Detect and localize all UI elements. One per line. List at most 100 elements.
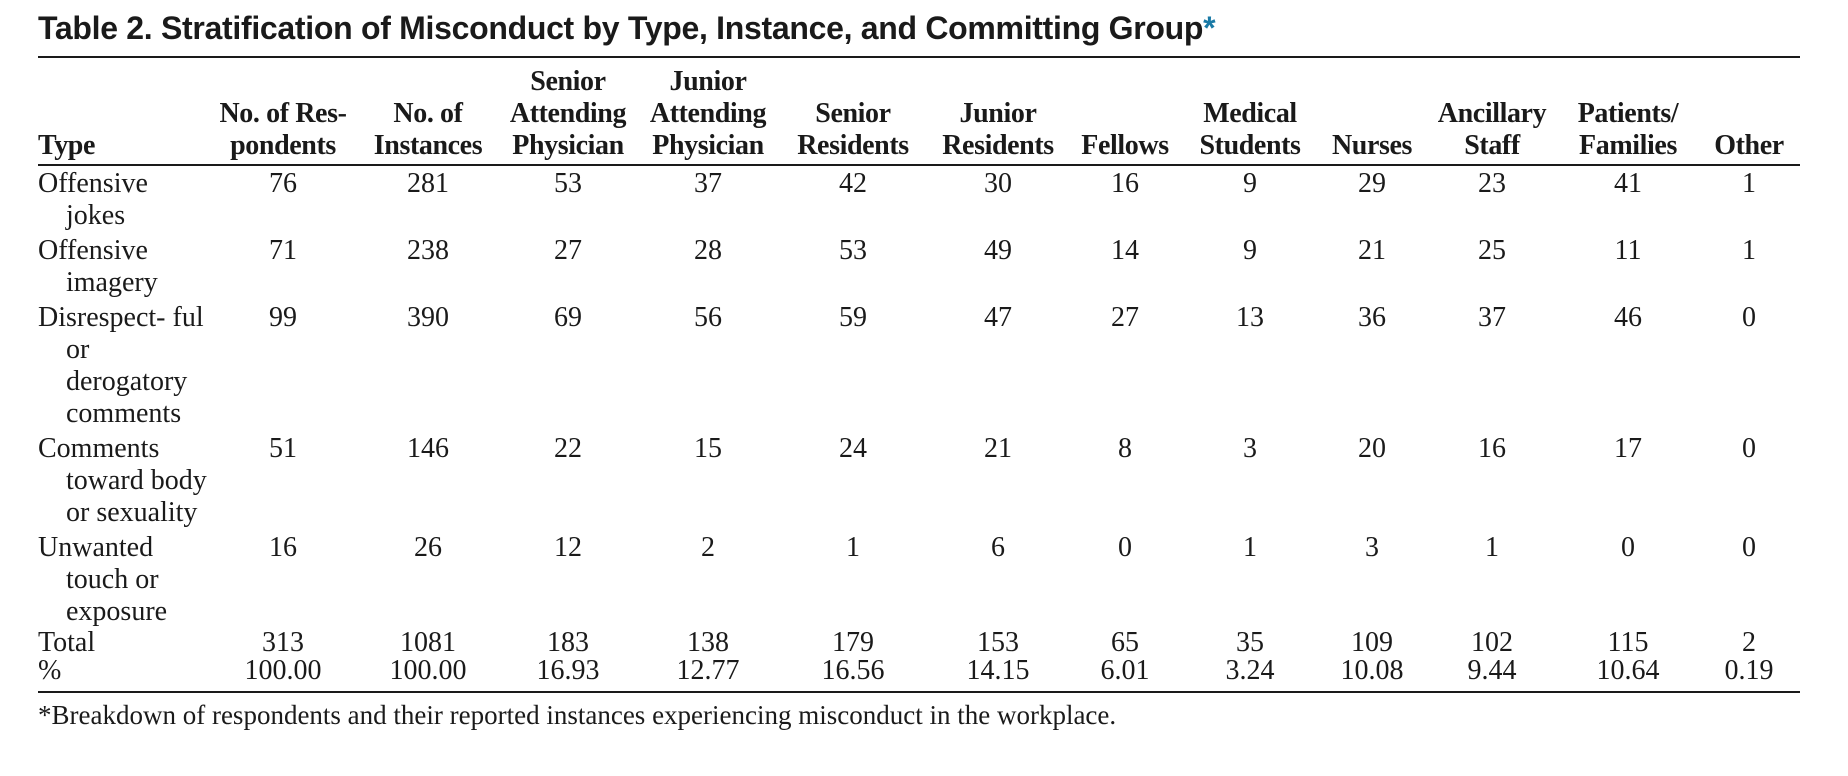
percent-cell: 16.56 [778, 657, 928, 693]
table-footnote: *Breakdown of respondents and their repo… [38, 700, 1117, 730]
table-title-footnote-marker: * [1203, 10, 1216, 46]
table-cell: 26 [414, 532, 442, 563]
total-cell: 102 [1471, 627, 1513, 658]
percent-cell: 16.93 [498, 657, 638, 693]
total-cell: 109 [1351, 627, 1393, 658]
column-header-respondents: No. of Res- pondents [208, 58, 358, 166]
table-cell: 9 [1243, 235, 1257, 266]
percent-cell: 0.19 [1698, 657, 1800, 693]
total-row: Total 313 1081 183 138 179 153 65 35 109… [38, 629, 1800, 657]
table-cell: 37 [694, 168, 722, 199]
table-cell: 8 [1118, 433, 1132, 464]
table-cell: 0 [1742, 433, 1756, 464]
table-cell: 46 [1614, 302, 1642, 333]
row-type-label: Unwanted touch or exposure [38, 532, 168, 627]
percent-cell: 14.15 [928, 657, 1068, 693]
table-cell: 390 [407, 302, 449, 333]
table-cell: 37 [1478, 302, 1506, 333]
percent-cell: 3.24 [1182, 657, 1318, 693]
percent-cell: 9.44 [1426, 657, 1558, 693]
table-cell: 15 [694, 433, 722, 464]
column-header-senior-attending: Senior Attending Physician [498, 58, 638, 166]
table-cell: 28 [694, 235, 722, 266]
total-cell: 183 [547, 627, 589, 658]
column-header-patients-families: Patients/ Families [1558, 58, 1698, 166]
table-container: Table 2. Stratification of Misconduct by… [38, 6, 1800, 735]
column-header-nurses: Nurses [1318, 58, 1426, 166]
misconduct-table: Type No. of Res- pondents No. of Instanc… [38, 58, 1800, 693]
total-cell: 115 [1607, 627, 1649, 658]
percent-cell: 6.01 [1068, 657, 1182, 693]
table-cell: 0 [1742, 302, 1756, 333]
table-cell: 20 [1358, 433, 1386, 464]
table-cell: 41 [1614, 168, 1642, 199]
percent-row: % 100.00 100.00 16.93 12.77 16.56 14.15 … [38, 657, 1800, 693]
column-header-junior-attending: Junior Attending Physician [638, 58, 778, 166]
table-row: Offensive jokes 76 281 53 37 42 30 16 9 … [38, 165, 1800, 233]
column-header-instances: No. of Instances [358, 58, 498, 166]
table-cell: 76 [269, 168, 297, 199]
row-type-label: Offensive jokes [38, 168, 148, 231]
table-cell: 13 [1236, 302, 1264, 333]
table-row: Comments toward body or sexuality 51 146… [38, 431, 1800, 530]
table-cell: 25 [1478, 235, 1506, 266]
table-cell: 0 [1118, 532, 1132, 563]
table-cell: 1 [1243, 532, 1257, 563]
total-cell: 313 [262, 627, 304, 658]
table-cell: 16 [1478, 433, 1506, 464]
table-cell: 99 [269, 302, 297, 333]
table-row: Disrespect- ful or derogatory comments 9… [38, 300, 1800, 431]
table-title: Table 2. Stratification of Misconduct by… [38, 6, 1800, 58]
table-cell: 14 [1111, 235, 1139, 266]
table-cell: 281 [407, 168, 449, 199]
table-cell: 29 [1358, 168, 1386, 199]
column-header-senior-residents: Senior Residents [778, 58, 928, 166]
table-cell: 21 [984, 433, 1012, 464]
table-cell: 53 [554, 168, 582, 199]
table-cell: 2 [701, 532, 715, 563]
total-cell: 153 [977, 627, 1019, 658]
column-header-other: Other [1698, 58, 1800, 166]
column-header-type: Type [38, 58, 208, 166]
row-type-label: Offensive imagery [38, 235, 158, 298]
table-cell: 0 [1742, 532, 1756, 563]
table-cell: 1 [1742, 235, 1756, 266]
percent-cell: 100.00 [358, 657, 498, 693]
column-header-fellows: Fellows [1068, 58, 1182, 166]
table-cell: 12 [554, 532, 582, 563]
table-title-text: Table 2. Stratification of Misconduct by… [38, 10, 1204, 46]
table-cell: 53 [839, 235, 867, 266]
table-cell: 11 [1614, 235, 1642, 266]
table-cell: 6 [991, 532, 1005, 563]
table-cell: 238 [407, 235, 449, 266]
header-row: Type No. of Res- pondents No. of Instanc… [38, 58, 1800, 166]
table-cell: 27 [554, 235, 582, 266]
table-cell: 30 [984, 168, 1012, 199]
table-cell: 47 [984, 302, 1012, 333]
column-header-junior-residents: Junior Residents [928, 58, 1068, 166]
table-cell: 1 [846, 532, 860, 563]
total-cell: 138 [687, 627, 729, 658]
table-row: Offensive imagery 71 238 27 28 53 49 14 … [38, 233, 1800, 300]
percent-cell: 100.00 [208, 657, 358, 693]
table-row: Unwanted touch or exposure 16 26 12 2 1 … [38, 530, 1800, 629]
table-cell: 1 [1485, 532, 1499, 563]
table-cell: 49 [984, 235, 1012, 266]
percent-label: % [38, 657, 208, 693]
table-cell: 3 [1243, 433, 1257, 464]
table-cell: 59 [839, 302, 867, 333]
percent-cell: 10.64 [1558, 657, 1698, 693]
total-cell: 35 [1236, 627, 1264, 658]
percent-cell: 12.77 [638, 657, 778, 693]
table-cell: 1 [1742, 168, 1756, 199]
table-cell: 9 [1243, 168, 1257, 199]
table-cell: 23 [1478, 168, 1506, 199]
table-cell: 51 [269, 433, 297, 464]
table-cell: 146 [407, 433, 449, 464]
table-cell: 69 [554, 302, 582, 333]
total-cell: 179 [832, 627, 874, 658]
column-header-medical-students: Medical Students [1182, 58, 1318, 166]
table-cell: 27 [1111, 302, 1139, 333]
table-cell: 42 [839, 168, 867, 199]
table-cell: 21 [1358, 235, 1386, 266]
